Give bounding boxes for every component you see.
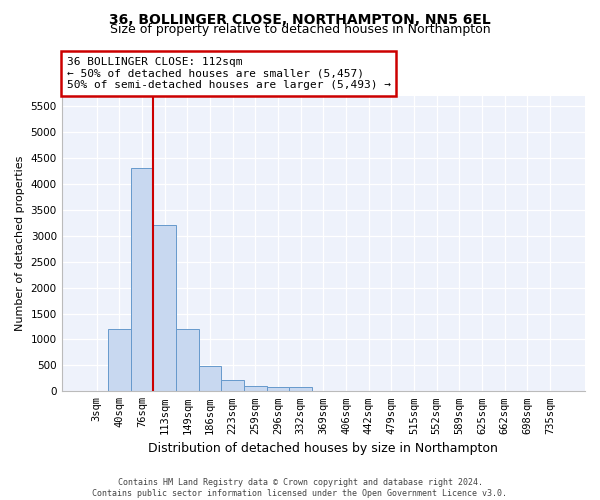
Bar <box>266 387 289 392</box>
Bar <box>221 380 244 392</box>
Y-axis label: Number of detached properties: Number of detached properties <box>15 156 25 332</box>
Text: Contains HM Land Registry data © Crown copyright and database right 2024.
Contai: Contains HM Land Registry data © Crown c… <box>92 478 508 498</box>
X-axis label: Distribution of detached houses by size in Northampton: Distribution of detached houses by size … <box>148 442 498 455</box>
Bar <box>176 329 199 392</box>
Bar <box>108 329 131 392</box>
Text: 36 BOLLINGER CLOSE: 112sqm
← 50% of detached houses are smaller (5,457)
50% of s: 36 BOLLINGER CLOSE: 112sqm ← 50% of deta… <box>67 57 391 90</box>
Text: 36, BOLLINGER CLOSE, NORTHAMPTON, NN5 6EL: 36, BOLLINGER CLOSE, NORTHAMPTON, NN5 6E… <box>109 12 491 26</box>
Bar <box>244 386 266 392</box>
Bar <box>131 168 154 392</box>
Bar <box>154 226 176 392</box>
Bar <box>199 366 221 392</box>
Text: Size of property relative to detached houses in Northampton: Size of property relative to detached ho… <box>110 22 490 36</box>
Bar <box>289 387 312 392</box>
